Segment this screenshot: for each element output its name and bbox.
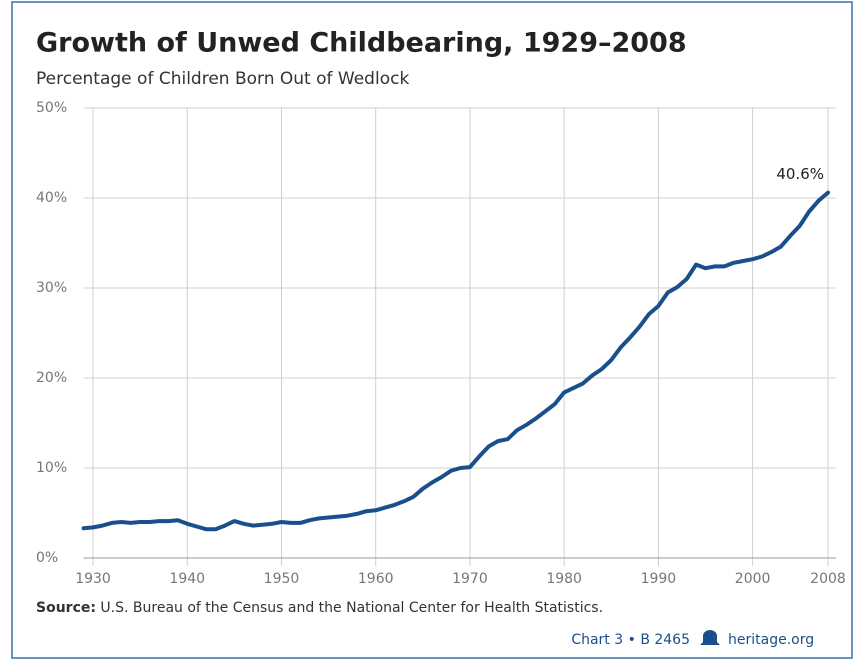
- y-tick-label: 50%: [36, 100, 67, 116]
- annotation: 40.6%: [776, 165, 824, 183]
- x-tick-label: 1940: [169, 571, 205, 587]
- x-tick-label: 1980: [546, 571, 582, 587]
- x-tick-label: 1990: [641, 571, 677, 587]
- x-tick-label: 1960: [358, 571, 394, 587]
- y-tick-label: 30%: [36, 280, 67, 296]
- frame: [11, 1, 853, 659]
- y-tick-label: 10%: [36, 460, 67, 476]
- source-text: U.S. Bureau of the Census and the Nation…: [100, 600, 603, 616]
- x-tick-label: 2000: [735, 571, 771, 587]
- credit: Chart 3 • B 2465: [571, 632, 690, 648]
- y-tick-label: 40%: [36, 190, 67, 206]
- x-tick-label: 1930: [75, 571, 111, 587]
- x-tick-label: 1950: [264, 571, 300, 587]
- y-tick-label: 0%: [36, 550, 58, 566]
- bell-icon: [700, 630, 720, 645]
- source-label: Source:: [36, 600, 96, 616]
- y-tick-label: 20%: [36, 370, 67, 386]
- x-tick-label: 2008: [810, 571, 846, 587]
- source: Source: U.S. Bureau of the Census and th…: [36, 600, 603, 616]
- x-tick-label: 1970: [452, 571, 488, 587]
- chart-subtitle: Percentage of Children Born Out of Wedlo…: [36, 69, 409, 89]
- data-line: [81, 190, 830, 532]
- site: heritage.org: [728, 632, 814, 648]
- chart-title: Growth of Unwed Childbearing, 1929–2008: [36, 28, 687, 59]
